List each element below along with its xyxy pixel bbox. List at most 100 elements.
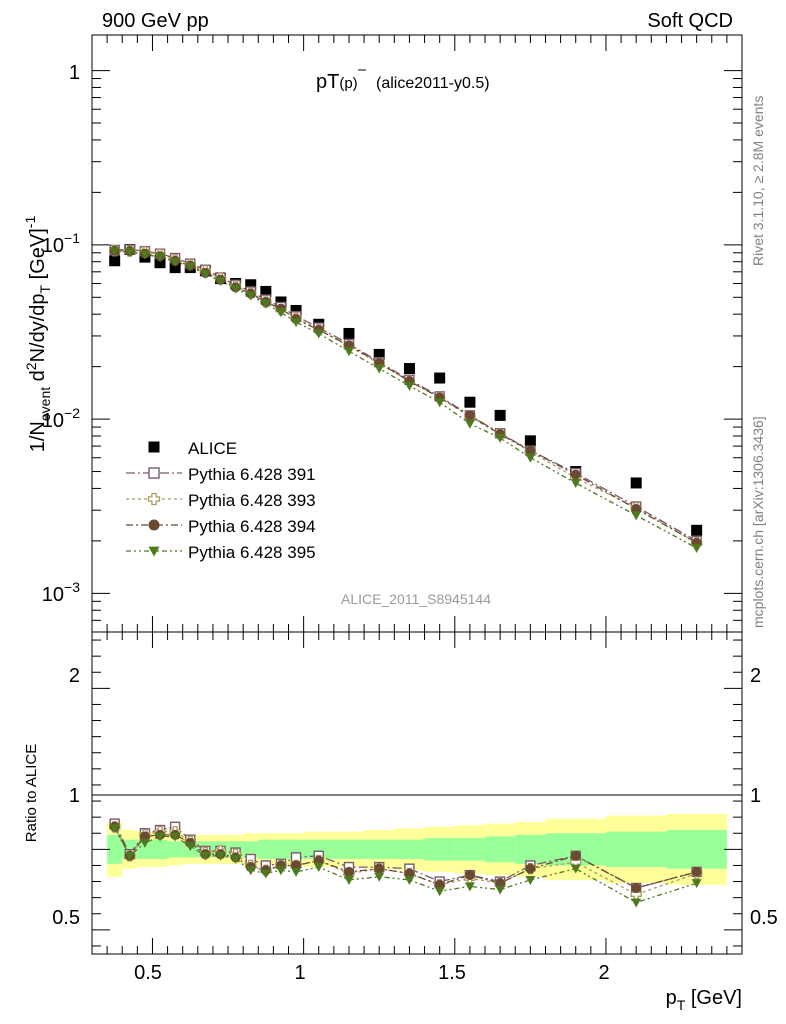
legend: ALICE Pythia 6.428 391 Pythia 6.428 393 Pyt…: [126, 439, 316, 562]
ratio-point-pythia-6-428-395: [155, 832, 166, 842]
point-pythia-6-428-395: [404, 381, 415, 391]
band-inner-bin: [258, 839, 274, 860]
ratio-point-pythia-6-428-395: [215, 851, 226, 861]
ratio-point-pythia-6-428-394: [343, 866, 354, 877]
ratio-point-pythia-6-428-395: [170, 832, 181, 842]
point-pythia-6-428-395: [215, 277, 226, 287]
legend-marker-pythia-6-428-393: [147, 492, 161, 506]
ratio-point-pythia-6-428-395: [570, 864, 581, 874]
ratio-panel: 2 1 0.5 2 1 0.5 Ratio to ALICE 0.5 1 1.5…: [23, 631, 778, 1013]
legend-label-pythia-6-428-393: Pythia 6.428 393: [188, 491, 316, 510]
ratio-point-pythia-6-428-395: [434, 887, 445, 897]
legend-marker-pythia-6-428-394: [148, 519, 160, 531]
band-inner-bin: [394, 839, 425, 860]
legend-marker-pythia-6-428-395: [148, 546, 160, 557]
point-pythia-6-428-395: [434, 398, 445, 408]
band-inner-bin: [167, 841, 183, 858]
ratio-series-layer: [109, 818, 703, 908]
mcplots-label: mcplots.cern.ch [arXiv:1306.3436]: [750, 416, 766, 628]
point-pythia-6-428-395: [109, 247, 120, 257]
ratio-y-tick-1-right: 1: [750, 785, 761, 807]
ratio-point-pythia-6-428-394: [464, 870, 475, 881]
point-pythia-6-428-395: [570, 478, 581, 488]
legend-marker-alice: [148, 441, 160, 453]
ratio-y-tick-2: 2: [69, 665, 80, 687]
band-inner-bin: [243, 841, 259, 858]
point-pythia-6-428-395: [139, 250, 150, 260]
point-alice: [343, 327, 355, 339]
ratio-point-pythia-6-428-395: [124, 851, 135, 861]
band-inner-bin: [273, 839, 289, 860]
header-left: 900 GeV pp: [102, 10, 209, 32]
point-pythia-6-428-395: [525, 453, 536, 463]
ratio-point-pythia-6-428-395: [230, 855, 241, 865]
analysis-watermark: ALICE_2011_S8945144: [341, 591, 491, 607]
plot-title-tag: (alice2011-y0.5): [376, 75, 490, 92]
legend-label-pythia-6-428-395: Pythia 6.428 395: [188, 543, 316, 562]
band-inner-bin: [364, 839, 395, 860]
band-inner-bin: [303, 839, 334, 860]
point-alice: [691, 524, 703, 536]
main-axis-ticks: [91, 35, 743, 633]
band-inner-bin: [666, 830, 727, 869]
point-pythia-6-428-395: [313, 329, 324, 339]
point-alice: [494, 409, 506, 421]
point-pythia-6-428-395: [275, 308, 286, 318]
main-series-layer: [109, 244, 703, 554]
ratio-y-tick-2-right: 2: [750, 665, 761, 687]
rivet-label: Rivet 3.1.10, ≥ 2.8M events: [750, 96, 766, 266]
x-tick-0.5: 0.5: [134, 962, 162, 984]
point-pythia-6-428-395: [291, 318, 302, 328]
point-pythia-6-428-395: [185, 262, 196, 272]
x-tick-1.5: 1.5: [438, 962, 466, 984]
plot-title: pT(p): [316, 71, 358, 93]
point-alice: [290, 304, 302, 316]
point-pythia-6-428-395: [260, 299, 271, 309]
ratio-y-axis-label: Ratio to ALICE: [23, 744, 40, 842]
ratio-point-pythia-6-428-395: [139, 838, 150, 848]
point-alice: [373, 348, 385, 360]
x-tick-1: 1: [294, 962, 305, 984]
point-pythia-6-428-395: [343, 347, 354, 357]
band-inner-bin: [107, 834, 123, 864]
ratio-point-pythia-6-428-394: [374, 863, 385, 874]
ratio-point-pythia-6-428-395: [495, 885, 506, 895]
main-y-axis-label: 1/Nevent d2N/dy/dpT [GeV]-1: [22, 216, 53, 453]
point-alice: [245, 279, 257, 291]
point-alice: [154, 257, 166, 269]
ratio-point-pythia-6-428-395: [245, 866, 256, 876]
ratio-y-tick-0.5: 0.5: [52, 907, 80, 929]
y-tick-label-0.01: 10−2: [42, 405, 80, 432]
point-pythia-6-428-395: [245, 291, 256, 301]
point-pythia-6-428-395: [155, 253, 166, 263]
header-right: Soft QCD: [647, 10, 733, 32]
ratio-point-pythia-6-428-395: [404, 875, 415, 885]
x-axis-label: pT [GeV]: [666, 987, 742, 1013]
point-pythia-6-428-395: [691, 544, 702, 554]
legend-label-alice: ALICE: [188, 439, 237, 458]
legend-marker-pythia-6-428-391: [148, 467, 160, 479]
series-line-pythia-6-428-393: [114, 250, 698, 544]
band-inner-bin: [152, 839, 168, 860]
ratio-y-tick-1: 1: [69, 785, 80, 807]
ratio-point-pythia-6-428-395: [525, 875, 536, 885]
ratio-uncertainty-bands: [107, 813, 727, 885]
point-alice: [524, 435, 536, 447]
ratio-point-pythia-6-428-395: [313, 863, 324, 873]
point-pythia-6-428-394: [525, 445, 536, 456]
point-pythia-6-428-395: [230, 284, 241, 294]
ratio-point-pythia-6-428-395: [185, 842, 196, 852]
ratio-point-pythia-6-428-395: [343, 875, 354, 885]
band-inner-bin: [605, 831, 667, 868]
ratio-point-pythia-6-428-395: [275, 866, 286, 876]
point-pythia-6-428-395: [495, 433, 506, 443]
point-alice: [434, 372, 446, 384]
ratio-point-pythia-6-428-395: [464, 882, 475, 892]
ratio-point-pythia-6-428-395: [291, 867, 302, 877]
ratio-point-pythia-6-428-394: [525, 863, 536, 874]
ratio-point-pythia-6-428-394: [631, 882, 642, 893]
svg-text:1/Nevent d2N/dy/dpT [GeV]-1: 1/Nevent d2N/dy/dpT [GeV]-1: [22, 216, 53, 453]
x-tick-2: 2: [598, 962, 609, 984]
ratio-point-pythia-6-428-395: [631, 898, 642, 908]
